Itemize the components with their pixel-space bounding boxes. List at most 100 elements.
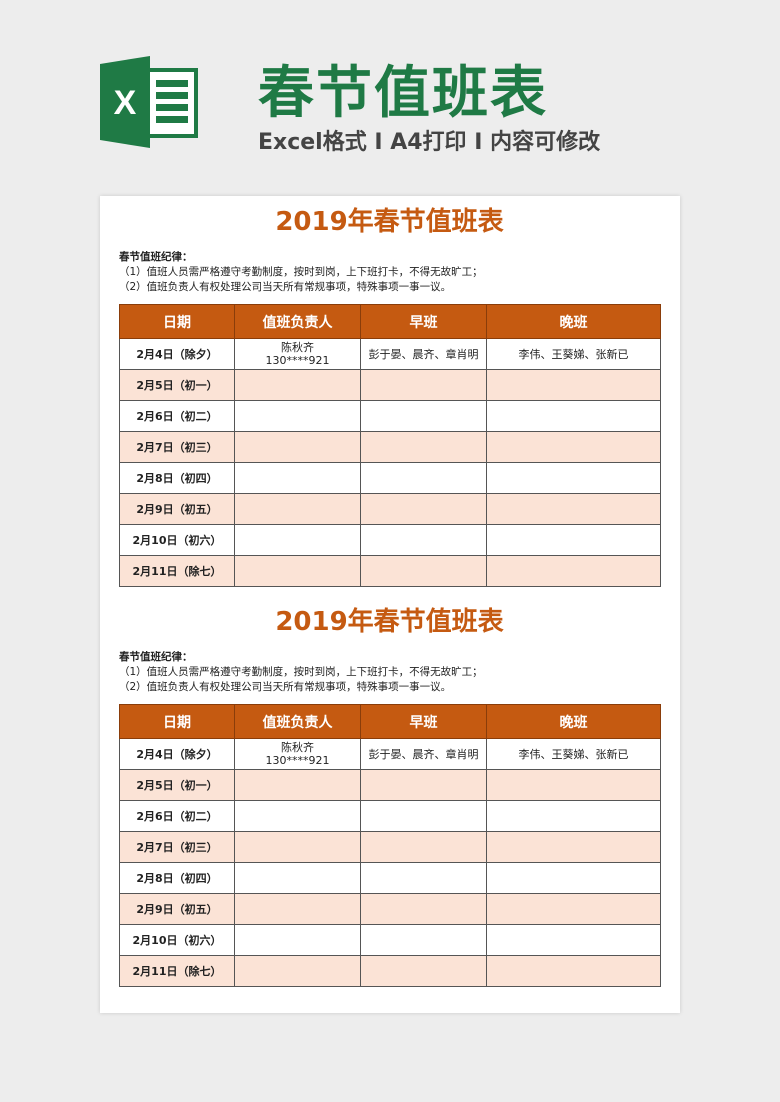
leader-cell[interactable] xyxy=(234,893,361,925)
evening-cell[interactable] xyxy=(486,524,661,556)
evening-cell[interactable] xyxy=(486,800,661,832)
leader-cell[interactable]: 陈秋齐 130****921 xyxy=(234,338,361,370)
rules-title: 春节值班纪律： xyxy=(119,251,193,263)
table-row: 2月4日（除夕） 陈秋齐 130****921 彭于晏、晨齐、章肖明 李伟、王葵娣… xyxy=(119,338,661,370)
evening-cell[interactable] xyxy=(486,555,661,587)
morning-cell[interactable] xyxy=(360,431,487,463)
morning-cell[interactable] xyxy=(360,462,487,494)
date-cell[interactable]: 2月4日（除夕） xyxy=(119,738,235,770)
table-row: 2月6日（初二） xyxy=(119,400,661,432)
rules-title: 春节值班纪律： xyxy=(119,651,193,663)
date-cell[interactable]: 2月5日（初一） xyxy=(119,769,235,801)
table-row: 2月10日（初六） xyxy=(119,524,661,556)
evening-cell[interactable] xyxy=(486,893,661,925)
column-header: 早班 xyxy=(360,704,487,739)
morning-cell[interactable] xyxy=(360,400,487,432)
morning-cell[interactable]: 彭于晏、晨齐、章肖明 xyxy=(360,738,487,770)
schedule-sheet: 2019年春节值班表 春节值班纪律： （1）值班人员需严格遵守考勤制度，按时到岗… xyxy=(119,602,661,987)
excel-logo-icon: X xyxy=(100,56,198,148)
leader-name: 陈秋齐 xyxy=(281,341,314,354)
table-row: 2月7日（初三） xyxy=(119,831,661,863)
leader-cell[interactable] xyxy=(234,862,361,894)
evening-cell[interactable]: 李伟、王葵娣、张新已 xyxy=(486,338,661,370)
rule-item: （1）值班人员需严格遵守考勤制度，按时到岗，上下班打卡，不得无故旷工； xyxy=(119,666,483,678)
column-header: 日期 xyxy=(119,304,235,339)
morning-cell[interactable] xyxy=(360,555,487,587)
leader-cell[interactable] xyxy=(234,431,361,463)
table-row: 2月7日（初三） xyxy=(119,431,661,463)
table-row: 2月9日（初五） xyxy=(119,493,661,525)
morning-cell[interactable] xyxy=(360,955,487,987)
evening-cell[interactable] xyxy=(486,431,661,463)
evening-cell[interactable] xyxy=(486,862,661,894)
evening-cell[interactable] xyxy=(486,831,661,863)
leader-phone: 130****921 xyxy=(265,354,330,367)
morning-cell[interactable] xyxy=(360,493,487,525)
morning-cell[interactable]: 彭于晏、晨齐、章肖明 xyxy=(360,338,487,370)
date-cell[interactable]: 2月11日（除七） xyxy=(119,955,235,987)
leader-cell[interactable] xyxy=(234,769,361,801)
leader-cell[interactable] xyxy=(234,462,361,494)
evening-cell[interactable] xyxy=(486,493,661,525)
table-row: 2月10日（初六） xyxy=(119,924,661,956)
leader-cell[interactable] xyxy=(234,800,361,832)
duty-table: 日期 值班负责人 早班 晚班 2月4日（除夕） 陈秋齐 130****921 彭于晏、晨… xyxy=(119,704,661,987)
evening-cell[interactable]: 李伟、王葵娣、张新已 xyxy=(486,738,661,770)
evening-cell[interactable] xyxy=(486,369,661,401)
table-row: 2月8日（初四） xyxy=(119,462,661,494)
leader-cell[interactable] xyxy=(234,400,361,432)
page-title: 春节值班表 xyxy=(258,61,548,126)
column-header: 早班 xyxy=(360,304,487,339)
date-cell[interactable]: 2月4日（除夕） xyxy=(119,338,235,370)
column-header: 值班负责人 xyxy=(234,704,361,739)
rule-item: （1）值班人员需严格遵守考勤制度，按时到岗，上下班打卡，不得无故旷工； xyxy=(119,266,483,278)
rule-item: （2）值班负责人有权处理公司当天所有常规事项，特殊事项一事一议。 xyxy=(119,281,452,293)
leader-cell[interactable] xyxy=(234,369,361,401)
date-cell[interactable]: 2月6日（初二） xyxy=(119,400,235,432)
sheet-title: 2019年春节值班表 xyxy=(275,607,504,637)
morning-cell[interactable] xyxy=(360,893,487,925)
table-row: 2月9日（初五） xyxy=(119,893,661,925)
duty-table: 日期 值班负责人 早班 晚班 2月4日（除夕） 陈秋齐 130****921 彭于晏、晨… xyxy=(119,304,661,587)
date-cell[interactable]: 2月8日（初四） xyxy=(119,462,235,494)
date-cell[interactable]: 2月8日（初四） xyxy=(119,862,235,894)
leader-cell[interactable] xyxy=(234,493,361,525)
evening-cell[interactable] xyxy=(486,924,661,956)
leader-cell[interactable] xyxy=(234,524,361,556)
evening-cell[interactable] xyxy=(486,400,661,432)
morning-cell[interactable] xyxy=(360,800,487,832)
table-row: 2月6日（初二） xyxy=(119,800,661,832)
date-cell[interactable]: 2月10日（初六） xyxy=(119,524,235,556)
leader-cell[interactable] xyxy=(234,831,361,863)
date-cell[interactable]: 2月10日（初六） xyxy=(119,924,235,956)
morning-cell[interactable] xyxy=(360,831,487,863)
evening-cell[interactable] xyxy=(486,769,661,801)
column-header: 值班负责人 xyxy=(234,304,361,339)
schedule-sheet: 2019年春节值班表 春节值班纪律： （1）值班人员需严格遵守考勤制度，按时到岗… xyxy=(119,202,661,587)
date-cell[interactable]: 2月7日（初三） xyxy=(119,431,235,463)
table-row: 2月8日（初四） xyxy=(119,862,661,894)
leader-phone: 130****921 xyxy=(265,754,330,767)
rule-item: （2）值班负责人有权处理公司当天所有常规事项，特殊事项一事一议。 xyxy=(119,681,452,693)
date-cell[interactable]: 2月7日（初三） xyxy=(119,831,235,863)
column-header: 日期 xyxy=(119,704,235,739)
date-cell[interactable]: 2月6日（初二） xyxy=(119,800,235,832)
leader-cell[interactable]: 陈秋齐 130****921 xyxy=(234,738,361,770)
evening-cell[interactable] xyxy=(486,462,661,494)
date-cell[interactable]: 2月11日（除七） xyxy=(119,555,235,587)
date-cell[interactable]: 2月5日（初一） xyxy=(119,369,235,401)
morning-cell[interactable] xyxy=(360,769,487,801)
morning-cell[interactable] xyxy=(360,924,487,956)
leader-cell[interactable] xyxy=(234,555,361,587)
date-cell[interactable]: 2月9日（初五） xyxy=(119,493,235,525)
morning-cell[interactable] xyxy=(360,524,487,556)
morning-cell[interactable] xyxy=(360,369,487,401)
date-cell[interactable]: 2月9日（初五） xyxy=(119,893,235,925)
morning-cell[interactable] xyxy=(360,862,487,894)
leader-cell[interactable] xyxy=(234,924,361,956)
table-row: 2月5日（初一） xyxy=(119,769,661,801)
rules: 春节值班纪律： （1）值班人员需严格遵守考勤制度，按时到岗，上下班打卡，不得无故… xyxy=(119,650,660,695)
leader-cell[interactable] xyxy=(234,955,361,987)
evening-cell[interactable] xyxy=(486,955,661,987)
rules: 春节值班纪律： （1）值班人员需严格遵守考勤制度，按时到岗，上下班打卡，不得无故… xyxy=(119,250,660,295)
